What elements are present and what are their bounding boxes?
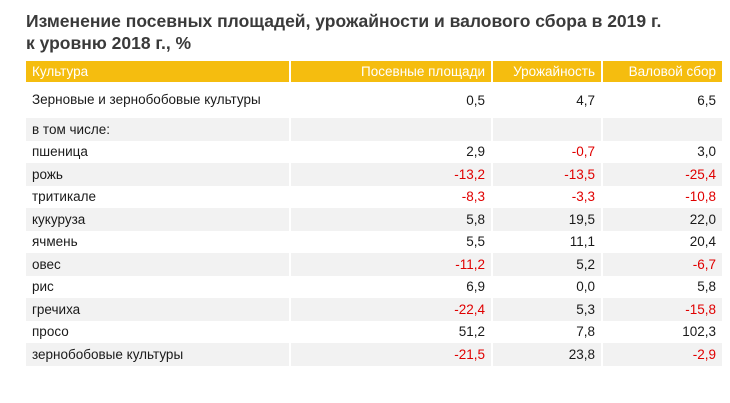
yield-value — [493, 118, 603, 141]
crop-name: в том числе: — [26, 118, 291, 141]
sown-area-value: 51,2 — [291, 320, 493, 343]
crop-name: овес — [26, 253, 291, 276]
crop-name: рис — [26, 275, 291, 298]
sown-area-value: -21,5 — [291, 343, 493, 366]
yield-value: -13,5 — [493, 163, 603, 186]
table-row: ячмень 5,5 11,1 20,4 — [26, 230, 722, 253]
page-title: Изменение посевных площадей, урожайности… — [26, 10, 661, 54]
crop-name: кукуруза — [26, 208, 291, 231]
sown-area-value: -22,4 — [291, 298, 493, 321]
yield-value: 23,8 — [493, 343, 603, 366]
title-line-2: к уровню 2018 г., % — [26, 33, 192, 53]
sown-area-value: -13,2 — [291, 163, 493, 186]
gross-harvest-value: -10,8 — [685, 189, 716, 205]
yield-value: 0,0 — [493, 275, 603, 298]
yield-value: -3,3 — [493, 185, 603, 208]
table-row: гречиха -22,4 5,3 -15,8 — [26, 298, 722, 321]
gross-harvest-value: 22,0 — [603, 208, 722, 231]
table-row: кукуруза 5,8 19,5 22,0 — [26, 208, 722, 231]
header-yield: Урожайность — [493, 61, 603, 82]
table-row: пшеница 2,9 -0,7 3,0 — [26, 140, 722, 163]
table-row: зернобобовые культуры -21,5 23,8 -2,9 — [26, 343, 722, 366]
gross-harvest-value: 6,5 — [697, 92, 716, 108]
yield-value: 7,8 — [493, 320, 603, 343]
crop-name: зернобобовые культуры — [26, 343, 291, 366]
table-row: в том числе: — [26, 118, 722, 141]
sown-area-value: 5,5 — [291, 230, 493, 253]
yield-value: 4,7 — [493, 82, 603, 118]
crop-name: ячмень — [26, 230, 291, 253]
yield-value: 5,3 — [493, 298, 603, 321]
table-row: Зерновые и зернобобовые культуры 0,5 4,7 6,… — [26, 82, 722, 118]
gross-harvest-value: -25,4 — [603, 163, 722, 186]
table-row: рожь -13,2 -13,5 -25,4 — [26, 163, 722, 186]
crop-name: Зерновые и зернобобовые культуры — [26, 82, 291, 118]
table-row: рис 6,9 0,0 5,8 — [26, 275, 722, 298]
header-crop: Культура — [26, 61, 291, 82]
sown-area-value — [291, 118, 493, 141]
gross-harvest-value: 5,8 — [697, 279, 716, 295]
header-sown-area: Посевные площади — [291, 61, 493, 82]
gross-harvest-value — [603, 118, 722, 141]
gross-harvest-value: 102,3 — [682, 324, 716, 340]
sown-area-value: 6,9 — [291, 275, 493, 298]
yield-value: -0,7 — [493, 140, 603, 163]
crop-name: рожь — [26, 163, 291, 186]
crop-name: гречиха — [26, 298, 291, 321]
header-gross-harvest: Валовой сбор — [603, 61, 722, 82]
table-row: овес -11,2 5,2 -6,7 — [26, 253, 722, 276]
crop-name: пшеница — [26, 140, 291, 163]
yield-value: 19,5 — [493, 208, 603, 231]
yield-value: 5,2 — [493, 253, 603, 276]
table-header-row: Культура Посевные площади Урожайность Ва… — [26, 61, 722, 82]
crop-name: просо — [26, 320, 291, 343]
sown-area-value: 2,9 — [291, 140, 493, 163]
yield-value: 11,1 — [493, 230, 603, 253]
gross-harvest-value: 20,4 — [689, 234, 716, 250]
sown-area-value: -8,3 — [291, 185, 493, 208]
sown-area-value: 0,5 — [291, 82, 493, 118]
title-line-1: Изменение посевных площадей, урожайности… — [26, 11, 662, 31]
sown-area-value: 5,8 — [291, 208, 493, 231]
crop-change-table: Культура Посевные площади Урожайность Ва… — [26, 61, 722, 366]
gross-harvest-value: -2,9 — [603, 343, 722, 366]
crop-name: тритикале — [26, 185, 291, 208]
table-row: просо 51,2 7,8 102,3 — [26, 320, 722, 343]
gross-harvest-value: -6,7 — [603, 253, 722, 276]
gross-harvest-value: -15,8 — [603, 298, 722, 321]
table-row: тритикале -8,3 -3,3 -10,8 — [26, 185, 722, 208]
gross-harvest-value: 3,0 — [697, 144, 716, 160]
sown-area-value: -11,2 — [291, 253, 493, 276]
